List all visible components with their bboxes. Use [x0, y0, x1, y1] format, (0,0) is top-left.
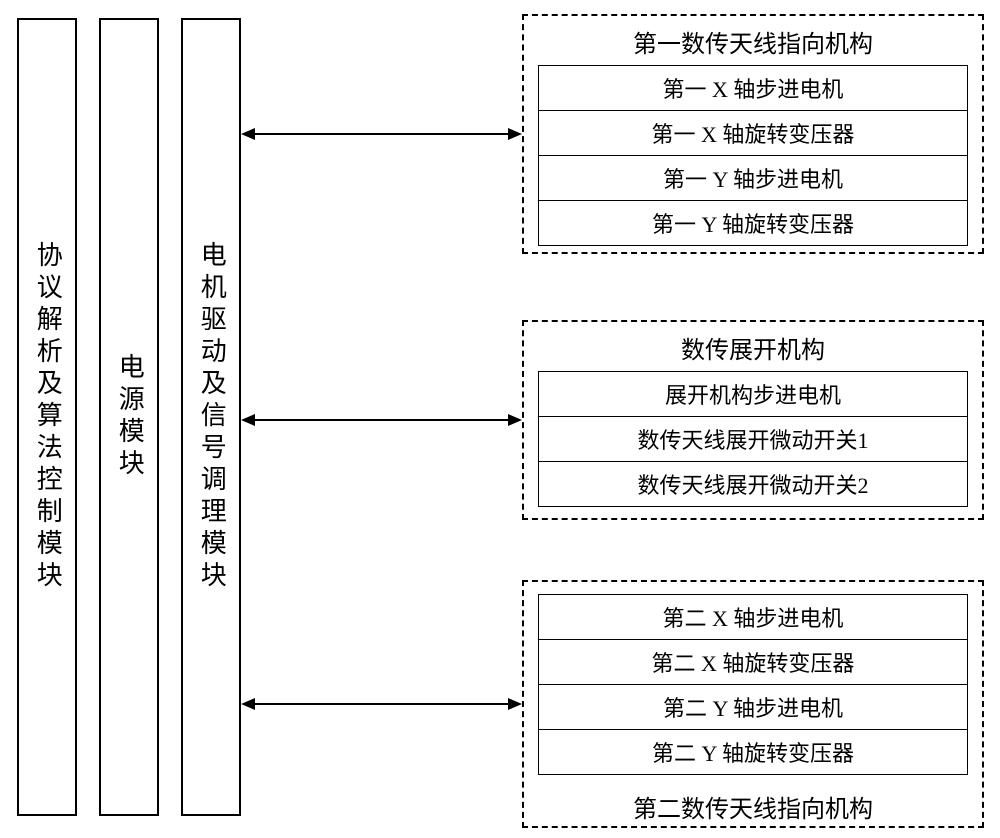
- group-second-antenna-title: 第二数传天线指向机构: [524, 787, 982, 830]
- col-power: 电源模块: [99, 18, 159, 816]
- arrow-3: [241, 694, 522, 714]
- cell-g3-0: 第二 X 轴步进电机: [538, 594, 968, 640]
- col-protocol-algo-label: 协议解析及算法控制模块: [33, 241, 62, 593]
- arrow-2: [241, 410, 522, 430]
- cell-g2-0: 展开机构步进电机: [538, 371, 968, 417]
- group-deploy: 数传展开机构 展开机构步进电机 数传天线展开微动开关1 数传天线展开微动开关2: [522, 320, 984, 520]
- cell-g2-1: 数传天线展开微动开关1: [538, 417, 968, 462]
- col-protocol-algo: 协议解析及算法控制模块: [17, 18, 77, 816]
- group-second-antenna: 第二 X 轴步进电机 第二 X 轴旋转变压器 第二 Y 轴步进电机 第二 Y 轴…: [522, 580, 984, 828]
- arrow-1: [241, 124, 522, 144]
- group-second-antenna-cells: 第二 X 轴步进电机 第二 X 轴旋转变压器 第二 Y 轴步进电机 第二 Y 轴…: [538, 594, 968, 775]
- col-power-label: 电源模块: [115, 353, 144, 481]
- col-motor-signal-label: 电机驱动及信号调理模块: [197, 241, 226, 593]
- group-first-antenna-title: 第一数传天线指向机构: [524, 16, 982, 65]
- group-first-antenna-cells: 第一 X 轴步进电机 第一 X 轴旋转变压器 第一 Y 轴步进电机 第一 Y 轴…: [538, 65, 968, 246]
- cell-g1-0: 第一 X 轴步进电机: [538, 65, 968, 111]
- group-deploy-cells: 展开机构步进电机 数传天线展开微动开关1 数传天线展开微动开关2: [538, 371, 968, 507]
- cell-g1-2: 第一 Y 轴步进电机: [538, 156, 968, 201]
- cell-g3-3: 第二 Y 轴旋转变压器: [538, 730, 968, 775]
- col-motor-signal: 电机驱动及信号调理模块: [181, 18, 241, 816]
- cell-g3-1: 第二 X 轴旋转变压器: [538, 640, 968, 685]
- cell-g1-3: 第一 Y 轴旋转变压器: [538, 201, 968, 246]
- group-deploy-title: 数传展开机构: [524, 322, 982, 371]
- cell-g2-2: 数传天线展开微动开关2: [538, 462, 968, 507]
- cell-g1-1: 第一 X 轴旋转变压器: [538, 111, 968, 156]
- group-first-antenna: 第一数传天线指向机构 第一 X 轴步进电机 第一 X 轴旋转变压器 第一 Y 轴…: [522, 14, 984, 254]
- cell-g3-2: 第二 Y 轴步进电机: [538, 685, 968, 730]
